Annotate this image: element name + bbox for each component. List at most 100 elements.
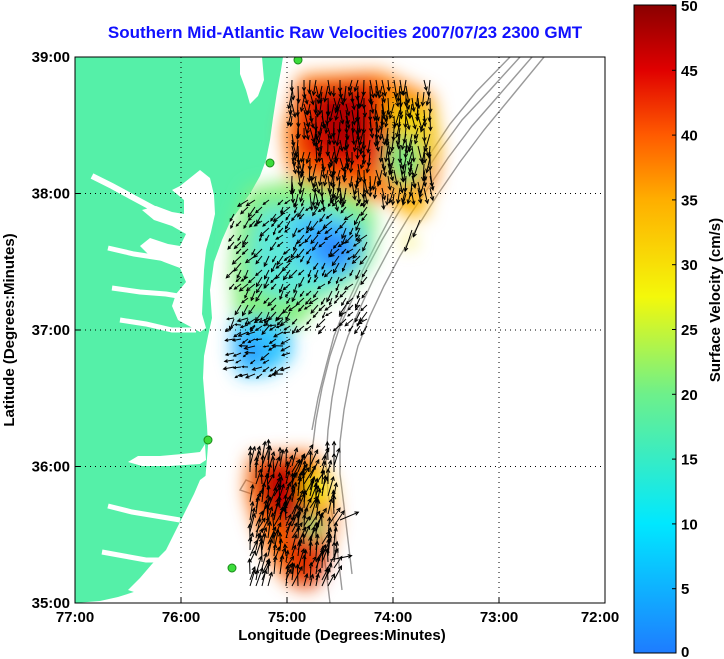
- velocity-arrowhead: [312, 294, 317, 299]
- velocity-arrowhead: [270, 217, 274, 222]
- velocity-arrowhead: [277, 521, 282, 528]
- velocity-arrow: [339, 290, 347, 298]
- velocity-arrowhead: [325, 468, 331, 473]
- velocity-arrow: [409, 163, 413, 176]
- velocity-arrow: [356, 121, 359, 135]
- velocity-arrowhead: [277, 224, 281, 229]
- velocity-arrowhead: [297, 212, 302, 218]
- velocity-arrowhead: [255, 272, 259, 277]
- velocity-arrowhead: [242, 311, 246, 317]
- velocity-arrow: [239, 373, 249, 377]
- velocity-arrow: [385, 145, 389, 162]
- velocity-arrow: [357, 139, 362, 153]
- velocity-arrow: [306, 121, 311, 134]
- velocity-arrowhead: [314, 274, 318, 279]
- velocity-arrowhead: [276, 546, 281, 552]
- velocity-arrowhead: [287, 563, 292, 569]
- velocity-arrowhead: [255, 495, 261, 501]
- velocity-arrowhead: [258, 318, 264, 323]
- velocity-arrow: [315, 573, 319, 587]
- velocity-arrowhead: [250, 483, 255, 489]
- velocity-arrowhead: [327, 533, 333, 539]
- velocity-arrowhead: [262, 368, 266, 373]
- velocity-arrowhead: [301, 526, 307, 532]
- velocity-arrow: [359, 255, 368, 265]
- colorbar-tick-label: 10: [681, 516, 698, 533]
- velocity-arrow: [398, 133, 401, 149]
- velocity-arrow: [275, 269, 284, 279]
- velocity-arrowhead: [306, 260, 310, 265]
- velocity-arrowhead: [324, 307, 329, 311]
- axis-ticks: [75, 193, 500, 603]
- velocity-arrowhead: [283, 543, 288, 549]
- velocity-arrowhead: [352, 147, 358, 153]
- velocity-arrow: [273, 556, 277, 575]
- velocity-arrow: [317, 227, 326, 235]
- velocity-arrowhead: [351, 140, 356, 146]
- velocity-arrow: [259, 227, 270, 237]
- velocity-arrowhead: [356, 199, 362, 205]
- velocity-arrow: [242, 248, 249, 255]
- velocity-arrow: [357, 163, 362, 182]
- velocity-arrow: [297, 526, 300, 539]
- velocity-arrowhead: [251, 569, 256, 575]
- velocity-arrowhead: [259, 539, 264, 545]
- velocity-arrowhead: [248, 445, 253, 451]
- velocity-arrowhead: [302, 460, 307, 465]
- velocity-arrowhead: [375, 146, 380, 152]
- radar-site-marker: [265, 158, 275, 168]
- velocity-arrow: [280, 338, 291, 345]
- velocity-arrow: [280, 345, 291, 352]
- velocity-arrowhead: [287, 568, 292, 574]
- velocity-arrow: [249, 566, 256, 581]
- velocity-arrowhead: [306, 110, 311, 116]
- velocity-arrowhead: [293, 247, 297, 252]
- velocity-arrow: [261, 483, 265, 503]
- velocity-arrowhead: [254, 209, 259, 214]
- velocity-arrow: [409, 103, 413, 119]
- velocity-arrowhead: [335, 141, 340, 147]
- velocity-arrow: [309, 175, 316, 193]
- velocity-arrow: [327, 534, 331, 557]
- velocity-arrow: [243, 269, 249, 280]
- velocity-arrowhead: [406, 112, 411, 118]
- velocity-arrowhead: [286, 301, 289, 305]
- velocity-arrowhead: [279, 296, 283, 301]
- velocity-arrowhead: [307, 497, 312, 503]
- velocity-arrowhead: [355, 154, 360, 160]
- velocity-arrowhead: [253, 222, 258, 227]
- velocity-arrowhead: [331, 184, 336, 189]
- velocity-arrowhead: [276, 321, 281, 326]
- velocity-arrowhead: [347, 313, 351, 317]
- velocity-arrowhead: [430, 185, 435, 191]
- velocity-arrow: [411, 175, 416, 188]
- velocity-arrow: [315, 488, 321, 509]
- velocity-arrowhead: [315, 498, 321, 504]
- velocity-arrowhead: [299, 107, 305, 113]
- velocity-arrow: [269, 241, 277, 251]
- velocity-arrowhead: [351, 105, 356, 111]
- velocity-arrowhead: [354, 307, 358, 311]
- velocity-arrow: [325, 311, 333, 316]
- velocity-arrowhead: [270, 450, 276, 457]
- velocity-arrow: [327, 507, 341, 527]
- velocity-arrowhead: [331, 92, 336, 98]
- velocity-arrow: [379, 127, 383, 140]
- velocity-arrowhead: [328, 117, 333, 123]
- velocity-arrowhead: [275, 236, 280, 240]
- velocity-arrowhead: [309, 444, 314, 450]
- velocity-arrowhead: [272, 217, 278, 222]
- velocity-arrowhead: [272, 543, 278, 549]
- velocity-arrow: [233, 352, 242, 357]
- velocity-arrow: [303, 516, 310, 527]
- velocity-arrow: [333, 241, 340, 249]
- velocity-arrow: [271, 283, 277, 290]
- velocity-arrowhead: [336, 447, 341, 453]
- velocity-arrow: [291, 103, 296, 118]
- velocity-arrowhead: [299, 197, 304, 203]
- velocity-arrowhead: [311, 525, 316, 532]
- velocity-arrowhead: [224, 352, 229, 357]
- velocity-arrow: [343, 169, 347, 182]
- velocity-arrow: [381, 79, 386, 96]
- colorbar-tick-label: 40: [681, 128, 698, 145]
